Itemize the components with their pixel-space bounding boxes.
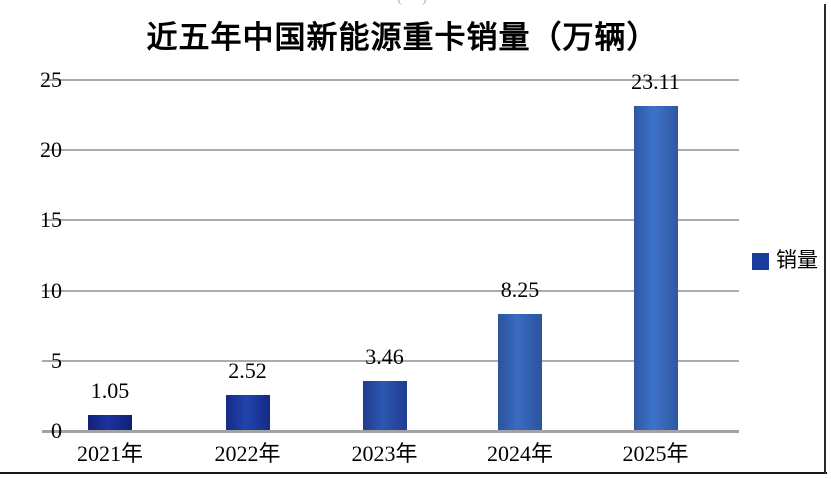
bar-2021年 (88, 415, 132, 430)
bar-2025年 (633, 106, 678, 430)
y-axis-tick-label: 15 (40, 207, 62, 233)
bar-2022年 (225, 395, 270, 430)
x-axis-category-label: 2022年 (214, 441, 281, 466)
y-axis-tick-label: 5 (51, 347, 62, 373)
x-axis-category-label: 2025年 (622, 441, 689, 466)
x-axis-category-label: 2024年 (486, 441, 553, 466)
page-border-right (824, 4, 826, 474)
legend-swatch-icon (752, 252, 769, 270)
bar-2024年 (498, 314, 542, 430)
gridline (42, 359, 739, 362)
chart-title: 近五年中国新能源重卡销量（万辆） (146, 20, 659, 55)
y-axis-tick-label: 20 (40, 137, 62, 163)
bar-value-label: 23.11 (631, 69, 680, 94)
axis-title-remnant (0, 222, 4, 242)
page-border-bottom (0, 472, 827, 474)
gridline (42, 289, 739, 292)
gridline (42, 79, 739, 81)
bar-value-label: 2.52 (228, 358, 267, 383)
bar-value-label: 3.46 (365, 344, 404, 369)
bar-value-label: 8.25 (500, 277, 540, 302)
legend: 销量 (752, 250, 818, 272)
x-axis-line (42, 430, 739, 433)
legend-label: 销量 (776, 249, 818, 272)
y-axis-tick-label: 25 (40, 67, 62, 92)
gridline (42, 149, 739, 152)
x-axis-category-label: 2021年 (76, 441, 143, 466)
cropped-text-remnant: ( ) (393, 0, 439, 7)
y-axis-tick-label: 0 (51, 418, 62, 443)
y-axis-tick-label: 10 (40, 277, 62, 303)
bar-value-label: 1.05 (90, 378, 130, 403)
x-axis-category-label: 2023年 (351, 441, 418, 466)
bar-2023年 (362, 381, 407, 430)
gridline (42, 219, 739, 222)
